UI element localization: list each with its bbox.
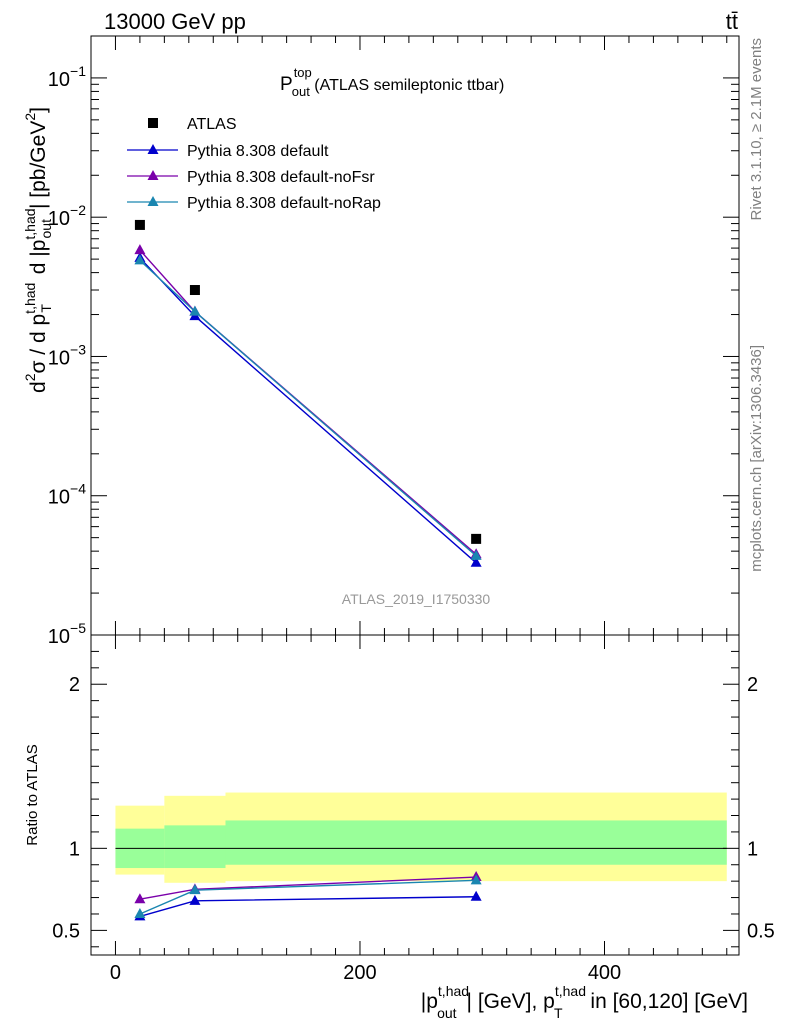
xlabel-p1-sub: out bbox=[437, 1005, 457, 1021]
xlabel-p1-sup: t,had bbox=[438, 983, 469, 999]
y-tick-label-main-4: 10−1 bbox=[48, 63, 86, 91]
y-tick-label-ratio-right-1: 1 bbox=[747, 838, 758, 860]
series-marker-ratio-2-2 bbox=[470, 874, 482, 885]
y-tick-label-base: 10 bbox=[48, 69, 70, 91]
series-marker-main-2-2 bbox=[470, 549, 482, 560]
chart-title-rest: (ATLAS semileptonic ttbar) bbox=[310, 77, 504, 94]
mcplots-label: mcplots.cern.ch [arXiv:1306.3436] bbox=[748, 345, 765, 572]
legend-label-default: Pythia 8.308 default bbox=[187, 143, 329, 160]
legend-marker-atlas bbox=[148, 118, 158, 128]
y-tick-label-main-1: 10−4 bbox=[48, 481, 86, 509]
ylabel-a-sup: 2 bbox=[22, 373, 38, 381]
legend-label-norap: Pythia 8.308 default-noRap bbox=[187, 195, 381, 212]
legend-marker-default bbox=[147, 144, 159, 154]
legend-marker-norap bbox=[147, 196, 159, 206]
ylabel-b: σ / d p bbox=[27, 314, 50, 374]
series-marker-ratio-2-1 bbox=[189, 884, 201, 895]
ylabel-b-sub: T bbox=[38, 304, 54, 313]
xlabel-p2-sub: T bbox=[554, 1005, 563, 1021]
chart-title-sub: out bbox=[292, 84, 310, 99]
series-line-main-2 bbox=[139, 259, 477, 557]
legend-label-atlas: ATLAS bbox=[187, 116, 237, 133]
series-layer bbox=[134, 219, 482, 921]
series-line-main-1 bbox=[139, 249, 477, 555]
chart-title: Ptop out (ATLAS semileptonic ttbar) bbox=[280, 65, 504, 99]
xlabel-p1: |p bbox=[421, 990, 438, 1013]
series-marker-main-1-0 bbox=[134, 244, 146, 255]
axis-ticks bbox=[90, 35, 739, 955]
chart-title-sup: top bbox=[294, 65, 312, 80]
y-tick-label-ratio-left-1: 1 bbox=[69, 838, 80, 860]
legend-label-nofsr: Pythia 8.308 default-noFsr bbox=[187, 169, 375, 186]
series-marker-main-2-0 bbox=[134, 254, 146, 265]
y-tick-label-base: 10 bbox=[48, 347, 70, 369]
x-tick-label-1: 200 bbox=[343, 962, 376, 984]
y-axis-label-ratio: Ratio to ATLAS bbox=[24, 744, 41, 845]
atlas-data-point-0 bbox=[134, 219, 145, 230]
y-tick-label-ratio-right-0: 0.5 bbox=[747, 920, 775, 942]
y-axis-label-main: d2σ / d pt,hadT d |pt,hadout| [pb/GeV2] bbox=[22, 107, 54, 393]
y-tick-label-exp: −4 bbox=[70, 481, 86, 497]
y-tick-label-exp: −3 bbox=[70, 341, 86, 357]
x-tick-label-2: 400 bbox=[588, 962, 621, 984]
series-line-ratio-0 bbox=[139, 896, 477, 918]
y-tick-label-base: 10 bbox=[48, 626, 70, 648]
green-band-bin-1 bbox=[164, 825, 226, 869]
y-tick-label-exp: −5 bbox=[70, 620, 86, 636]
ylabel-b-sup: t,had bbox=[22, 283, 38, 314]
x-axis-label: |pt,had out | [GeV], pt,had T in [60,120] [… bbox=[421, 983, 748, 1021]
series-marker-main-2-1 bbox=[189, 305, 201, 316]
energy-label: 13000 GeV pp bbox=[104, 9, 246, 34]
green-band-bin-2 bbox=[225, 820, 727, 865]
legend-marker-nofsr bbox=[147, 170, 159, 180]
xlabel-p3: in [60,120] [GeV] bbox=[585, 990, 748, 1013]
ylabel-d: | [pb/GeV bbox=[27, 121, 50, 209]
series-marker-ratio-0-1 bbox=[189, 894, 201, 905]
ylabel-c-sup: t,had bbox=[22, 208, 38, 239]
legend: ATLAS Pythia 8.308 default Pythia 8.308 … bbox=[127, 116, 381, 212]
ylabel-c-sub: out bbox=[38, 219, 54, 239]
ylabel-a: d bbox=[27, 381, 50, 393]
chart-title-base: P bbox=[280, 74, 293, 95]
process-label: tt̄ bbox=[726, 9, 738, 34]
rivet-version-label: Rivet 3.1.10, ≥ 2.1M events bbox=[748, 38, 765, 221]
y-tick-label-main-3: 10−2 bbox=[48, 202, 86, 230]
atlas-data-point-2 bbox=[471, 533, 482, 544]
series-marker-ratio-1-0 bbox=[134, 893, 146, 904]
ratio-bands bbox=[115, 792, 727, 883]
x-tick-label-0: 0 bbox=[110, 962, 121, 984]
y-tick-label-base: 10 bbox=[48, 208, 70, 230]
y-tick-label-ratio-right-2: 2 bbox=[747, 674, 758, 696]
y-tick-label-ratio-left-0: 0.5 bbox=[52, 920, 80, 942]
xlabel-p2: | [GeV], p bbox=[467, 990, 555, 1013]
xlabel-p2-sup: t,had bbox=[555, 983, 586, 999]
series-marker-main-0-2 bbox=[470, 556, 482, 567]
y-tick-label-main-0: 10−5 bbox=[48, 620, 86, 648]
ylabel-e: ] bbox=[27, 107, 50, 113]
ratio-panel-frame bbox=[90, 634, 740, 956]
atlas-data-point-1 bbox=[189, 285, 200, 296]
y-tick-label-exp: −1 bbox=[70, 63, 86, 79]
ylabel-d-sup: 2 bbox=[22, 113, 38, 121]
y-tick-label-ratio-left-2: 2 bbox=[69, 674, 80, 696]
y-tick-label-exp: −2 bbox=[70, 202, 86, 218]
ylabel-c: d |p bbox=[27, 240, 50, 280]
y-tick-label-base: 10 bbox=[48, 487, 70, 509]
y-tick-label-main-2: 10−3 bbox=[48, 341, 86, 369]
series-marker-ratio-2-0 bbox=[134, 907, 146, 918]
analysis-watermark: ATLAS_2019_I1750330 bbox=[342, 591, 491, 607]
series-marker-ratio-0-2 bbox=[470, 890, 482, 901]
